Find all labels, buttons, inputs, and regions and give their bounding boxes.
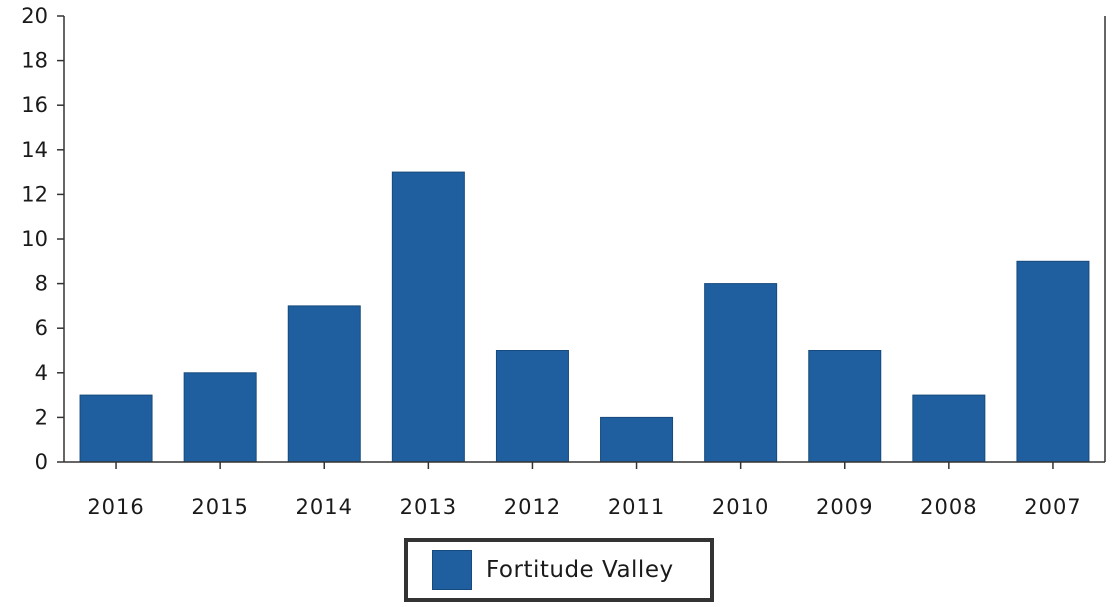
bar — [391, 171, 465, 463]
y-tick-label: 14 — [21, 138, 48, 162]
y-tick-label: 10 — [21, 227, 48, 251]
y-tick-label: 4 — [35, 361, 48, 385]
x-tick-label: 2016 — [87, 495, 144, 519]
y-tick-label: 0 — [35, 450, 48, 474]
y-tick-label: 12 — [21, 182, 48, 206]
y-tick-label: 8 — [35, 272, 48, 296]
x-tick-label: 2011 — [608, 495, 665, 519]
legend-label: Fortitude Valley — [486, 557, 674, 583]
bar — [1016, 260, 1090, 463]
y-tick-label: 6 — [35, 316, 48, 340]
plot-area: 0 2 4 6 8 10 12 14 16 18 20 2016 2015 2014 2013 2012 201… — [21, 4, 1106, 519]
y-tick-label: 20 — [21, 4, 48, 28]
x-tick-label: 2007 — [1024, 495, 1081, 519]
x-tick-label: 2012 — [504, 495, 561, 519]
bar — [287, 305, 361, 463]
bar — [183, 372, 257, 463]
bar — [808, 350, 882, 463]
bar — [912, 394, 986, 463]
y-tick-label: 18 — [21, 49, 48, 73]
bar — [704, 283, 778, 463]
x-tick-label: 2014 — [296, 495, 353, 519]
bar — [600, 416, 674, 463]
x-tick-label: 2010 — [712, 495, 769, 519]
legend-swatch — [432, 550, 472, 590]
y-tick-label: 16 — [21, 93, 48, 117]
x-tick-label: 2008 — [920, 495, 977, 519]
bar — [495, 350, 569, 463]
y-tick-label: 2 — [35, 405, 48, 429]
legend: Fortitude Valley — [404, 538, 714, 602]
x-tick-label: 2015 — [191, 495, 248, 519]
bar — [79, 394, 153, 463]
x-tick-label: 2009 — [816, 495, 873, 519]
x-tick-label: 2013 — [400, 495, 457, 519]
